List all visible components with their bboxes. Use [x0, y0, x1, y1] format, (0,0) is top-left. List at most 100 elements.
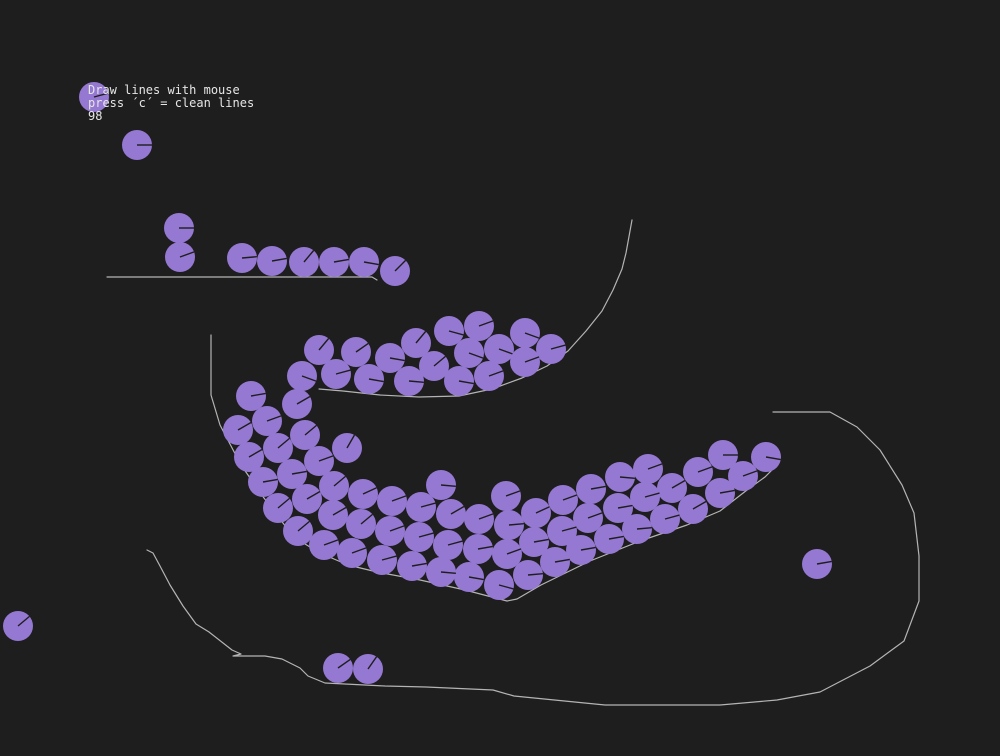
- ball: [304, 446, 334, 476]
- ball: [321, 359, 351, 389]
- ball: [540, 547, 570, 577]
- ball: [426, 557, 456, 587]
- ball: [290, 420, 320, 450]
- ball: [434, 316, 464, 346]
- ball: [367, 545, 397, 575]
- ball: [513, 560, 543, 590]
- ball: [436, 499, 466, 529]
- ball: [375, 343, 405, 373]
- ball-count: 98: [88, 109, 103, 123]
- ball: [323, 653, 353, 683]
- instruction-clean-text: press ´c´ = clean lines: [88, 96, 255, 110]
- ball: [444, 366, 474, 396]
- ball: [164, 213, 194, 243]
- ball: [492, 539, 522, 569]
- ball: [547, 516, 577, 546]
- ball: [510, 347, 540, 377]
- ball: [630, 482, 660, 512]
- ball: [401, 328, 431, 358]
- ball: [349, 247, 379, 277]
- ball: [683, 457, 713, 487]
- ball: [566, 535, 596, 565]
- ball: [341, 337, 371, 367]
- ball: [292, 484, 322, 514]
- ball: [283, 516, 313, 546]
- ball: [223, 415, 253, 445]
- ball: [510, 318, 540, 348]
- ball: [519, 527, 549, 557]
- ball: [263, 433, 293, 463]
- ball: [594, 524, 624, 554]
- ball: [397, 551, 427, 581]
- ball: [277, 459, 307, 489]
- ball: [751, 442, 781, 472]
- ball: [802, 549, 832, 579]
- ball: [657, 473, 687, 503]
- ball: [404, 522, 434, 552]
- ball: [375, 516, 405, 546]
- ball: [79, 82, 109, 112]
- ball: [394, 366, 424, 396]
- ball: [263, 493, 293, 523]
- ball: [165, 242, 195, 272]
- ball: [603, 493, 633, 523]
- ball: [464, 311, 494, 341]
- ball: [346, 509, 376, 539]
- ball: [406, 492, 436, 522]
- ball: [474, 361, 504, 391]
- ball: [705, 478, 735, 508]
- ball: [337, 538, 367, 568]
- ball: [708, 440, 738, 470]
- instruction-draw-text: Draw lines with mouse: [88, 83, 240, 97]
- ball: [491, 481, 521, 511]
- ball: [605, 462, 635, 492]
- ball: [521, 498, 551, 528]
- ball: [348, 479, 378, 509]
- ball: [573, 503, 603, 533]
- ball: [282, 389, 312, 419]
- ball: [252, 406, 282, 436]
- ball: [287, 361, 317, 391]
- ball: [484, 334, 514, 364]
- ball: [678, 494, 708, 524]
- ball: [122, 130, 152, 160]
- ball: [576, 474, 606, 504]
- ball: [257, 246, 287, 276]
- ball: [426, 470, 456, 500]
- ball: [536, 334, 566, 364]
- ball: [484, 570, 514, 600]
- ball: [354, 364, 384, 394]
- drawn-lines: [106, 219, 920, 706]
- ball: [304, 335, 334, 365]
- ball: [494, 510, 524, 540]
- ball: [633, 454, 663, 484]
- ball: [377, 486, 407, 516]
- ball: [454, 562, 484, 592]
- ball: [650, 504, 680, 534]
- balls: [3, 82, 832, 684]
- ball: [234, 442, 264, 472]
- ball: [3, 611, 33, 641]
- ball: [319, 247, 349, 277]
- ball: [353, 654, 383, 684]
- ball: [433, 530, 463, 560]
- ball: [289, 247, 319, 277]
- ball: [464, 504, 494, 534]
- ball: [309, 530, 339, 560]
- drawn-line-4: [146, 411, 920, 706]
- ball: [419, 351, 449, 381]
- ball: [227, 243, 257, 273]
- ball: [318, 500, 348, 530]
- ball: [319, 471, 349, 501]
- ball: [332, 433, 362, 463]
- drawn-line-1: [106, 276, 378, 281]
- ball: [248, 467, 278, 497]
- ball: [622, 514, 652, 544]
- ball: [728, 461, 758, 491]
- ball: [380, 256, 410, 286]
- ball: [454, 338, 484, 368]
- ball: [548, 485, 578, 515]
- ball: [463, 534, 493, 564]
